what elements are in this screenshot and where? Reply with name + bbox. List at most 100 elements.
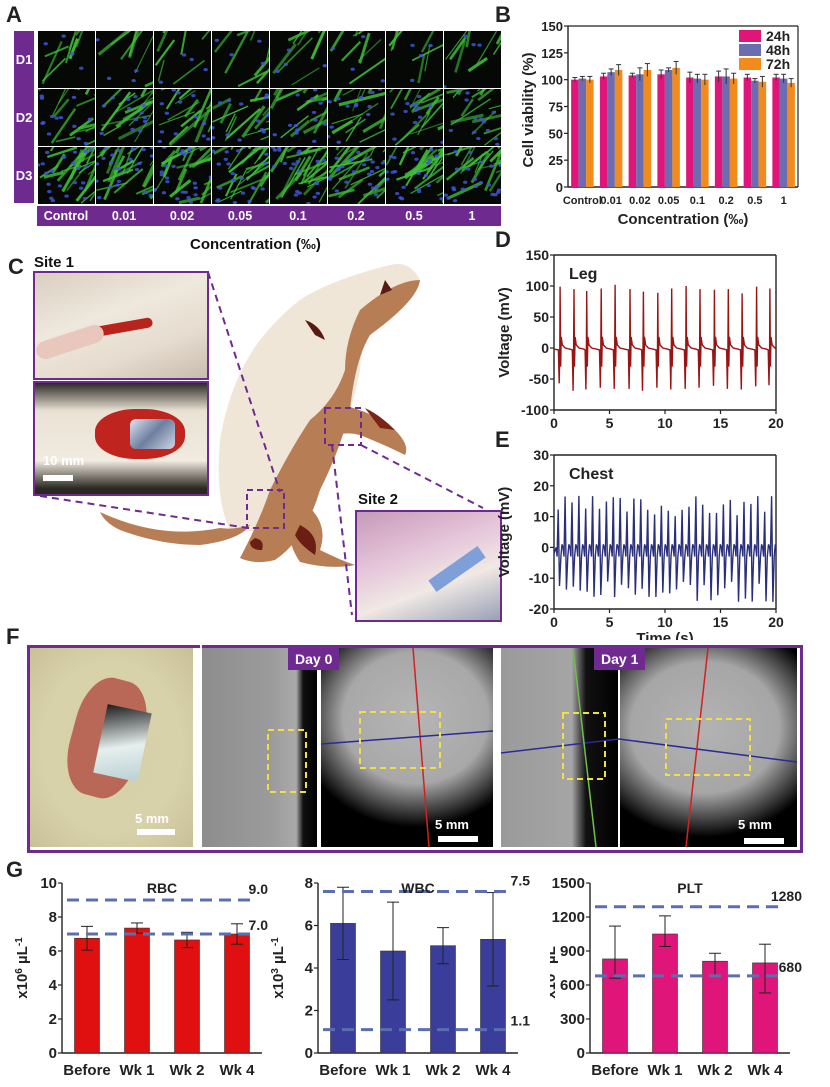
panel-label-d: D (495, 227, 511, 252)
x-tick-label: Wk 4 (219, 1062, 255, 1079)
y-tick-label: 0 (49, 1045, 57, 1062)
fluorescence-image (96, 89, 153, 146)
x-tick-label: 0.05 (658, 195, 679, 207)
ct-day1-lateral (501, 648, 619, 847)
fluorescence-image (154, 89, 211, 146)
row-label-d3: D3 (15, 168, 33, 183)
y-axis-label: Voltage (mV) (496, 287, 513, 378)
y-tick-label: -50 (529, 371, 549, 387)
bar-72h (643, 70, 652, 187)
x-tick-label: 0 (550, 415, 558, 430)
y-tick-label: 6 (49, 943, 57, 960)
chart-title: WBC (401, 880, 434, 896)
fluorescence-image (270, 147, 327, 204)
x-tick-label: 0.1 (690, 195, 705, 207)
rat-hind-leg (288, 500, 355, 567)
row-label-d2: D2 (15, 110, 33, 125)
chart-leg-voltage: D -100 -50 0 50 100 150 0 5 10 15 20 Leg Voltage (mV)… (495, 227, 784, 430)
reference-label: 9.0 (249, 881, 269, 897)
fluorescence-image (444, 147, 501, 204)
x-axis-label: Time (s) (636, 630, 693, 640)
site1-marker (246, 489, 285, 529)
x-tick-label: 0.01 (600, 195, 621, 207)
chart-plt: 0 300 600 900 1200 1500 Before Wk 1 Wk 2 Wk 4 1280… (550, 875, 803, 1079)
ct-separator (493, 648, 501, 847)
y-tick-label: 150 (541, 19, 563, 34)
x-tick-label: Before (591, 1062, 639, 1079)
y-tick-label: 300 (560, 1011, 585, 1028)
bar-72h (729, 78, 738, 187)
y-tick-label: 10 (533, 509, 549, 525)
site1-photo-implant: 10 mm (33, 381, 209, 496)
chart-wbc: 0 2 4 6 8 Before Wk 1 Wk 2 Wk 4 7.5 1.1 WBC x103 µL-… (270, 873, 530, 1080)
bar-24h (772, 77, 780, 187)
day0-scale-bar (438, 836, 478, 842)
fluorescence-image (38, 31, 95, 88)
panel-label-b: B (495, 2, 511, 27)
concentration-label: 0.5 (405, 209, 423, 223)
site1-label: Site 1 (34, 254, 75, 271)
x-tick-label: 0.02 (629, 195, 650, 207)
y-tick-label: 8 (49, 909, 57, 926)
x-tick-label: 1 (781, 195, 787, 207)
x-axis-label: Concentration (‰) (618, 211, 749, 228)
fluorescence-image (212, 147, 269, 204)
x-tick-label: Wk 1 (375, 1062, 410, 1079)
y-tick-label: 4 (49, 977, 58, 994)
chart-rbc: 0 2 4 6 8 10 Before Wk 1 Wk 2 Wk 4 9.0 7.0 RBC x106 µ… (14, 875, 269, 1079)
day0-tag: Day 0 (288, 648, 340, 670)
bar-72h (672, 67, 680, 187)
concentration-label: 0.05 (227, 209, 253, 223)
y-tick-label: 125 (541, 46, 563, 61)
x-tick-label: 10 (657, 614, 673, 630)
legend-swatch-72h (739, 58, 761, 70)
x-tick-label: Before (319, 1062, 367, 1079)
y-axis-label: x103 µL-1 (270, 937, 287, 999)
y-tick-label: -10 (529, 570, 549, 586)
concentration-label: 0.2 (347, 209, 365, 223)
x-tick-label: Wk 2 (425, 1062, 460, 1079)
y-tick-label: 4 (305, 960, 314, 977)
ct-overlays (200, 640, 798, 848)
bar-72h (586, 79, 594, 187)
site1-scale-label: 10 mm (43, 453, 85, 468)
x-tick-label: Wk 1 (647, 1062, 682, 1079)
implant-scale-label: 5 mm (135, 811, 169, 826)
bar-72h (701, 79, 709, 187)
panel-label-a: A (6, 2, 22, 27)
y-axis-label: x106 µL-1 (14, 937, 32, 999)
x-tick-label: Wk 4 (747, 1062, 783, 1079)
concentration-label: Control (43, 209, 89, 223)
ct-day1-frontal (620, 648, 797, 847)
legend-swatch-24h (739, 30, 761, 42)
site1-photo-incision (33, 271, 209, 380)
bar-72h (787, 82, 795, 187)
bar-48h (578, 78, 587, 187)
bar-48h (751, 80, 759, 187)
y-tick-label: 100 (526, 278, 550, 294)
bar-24h (599, 76, 608, 187)
bar-48h (722, 76, 730, 187)
y-tick-label: 20 (533, 478, 549, 494)
bar-48h (664, 70, 673, 187)
y-tick-label: 8 (305, 875, 313, 892)
ct-day0-frontal (321, 648, 493, 847)
concentration-label: 0.02 (169, 209, 195, 223)
y-tick-label: 75 (549, 100, 563, 115)
x-tick-label: 10 (657, 415, 673, 430)
reference-label: 680 (779, 959, 803, 975)
voltage-trace (553, 495, 777, 602)
panel-label-e: E (495, 427, 510, 452)
day1-tag: Day 1 (594, 648, 646, 670)
y-tick-label: 6 (305, 918, 313, 935)
rat-shadow (240, 280, 420, 563)
rat-body (218, 264, 420, 532)
chart-title: PLT (677, 880, 703, 896)
fluorescence-image (212, 89, 269, 146)
x-tick-label: 15 (713, 614, 729, 630)
y-tick-label: 0 (305, 1045, 313, 1062)
fluorescence-image (38, 147, 95, 204)
reference-label: 1280 (771, 888, 802, 904)
x-tick-label: 5 (606, 415, 614, 430)
x-tick-label: 5 (606, 614, 614, 630)
